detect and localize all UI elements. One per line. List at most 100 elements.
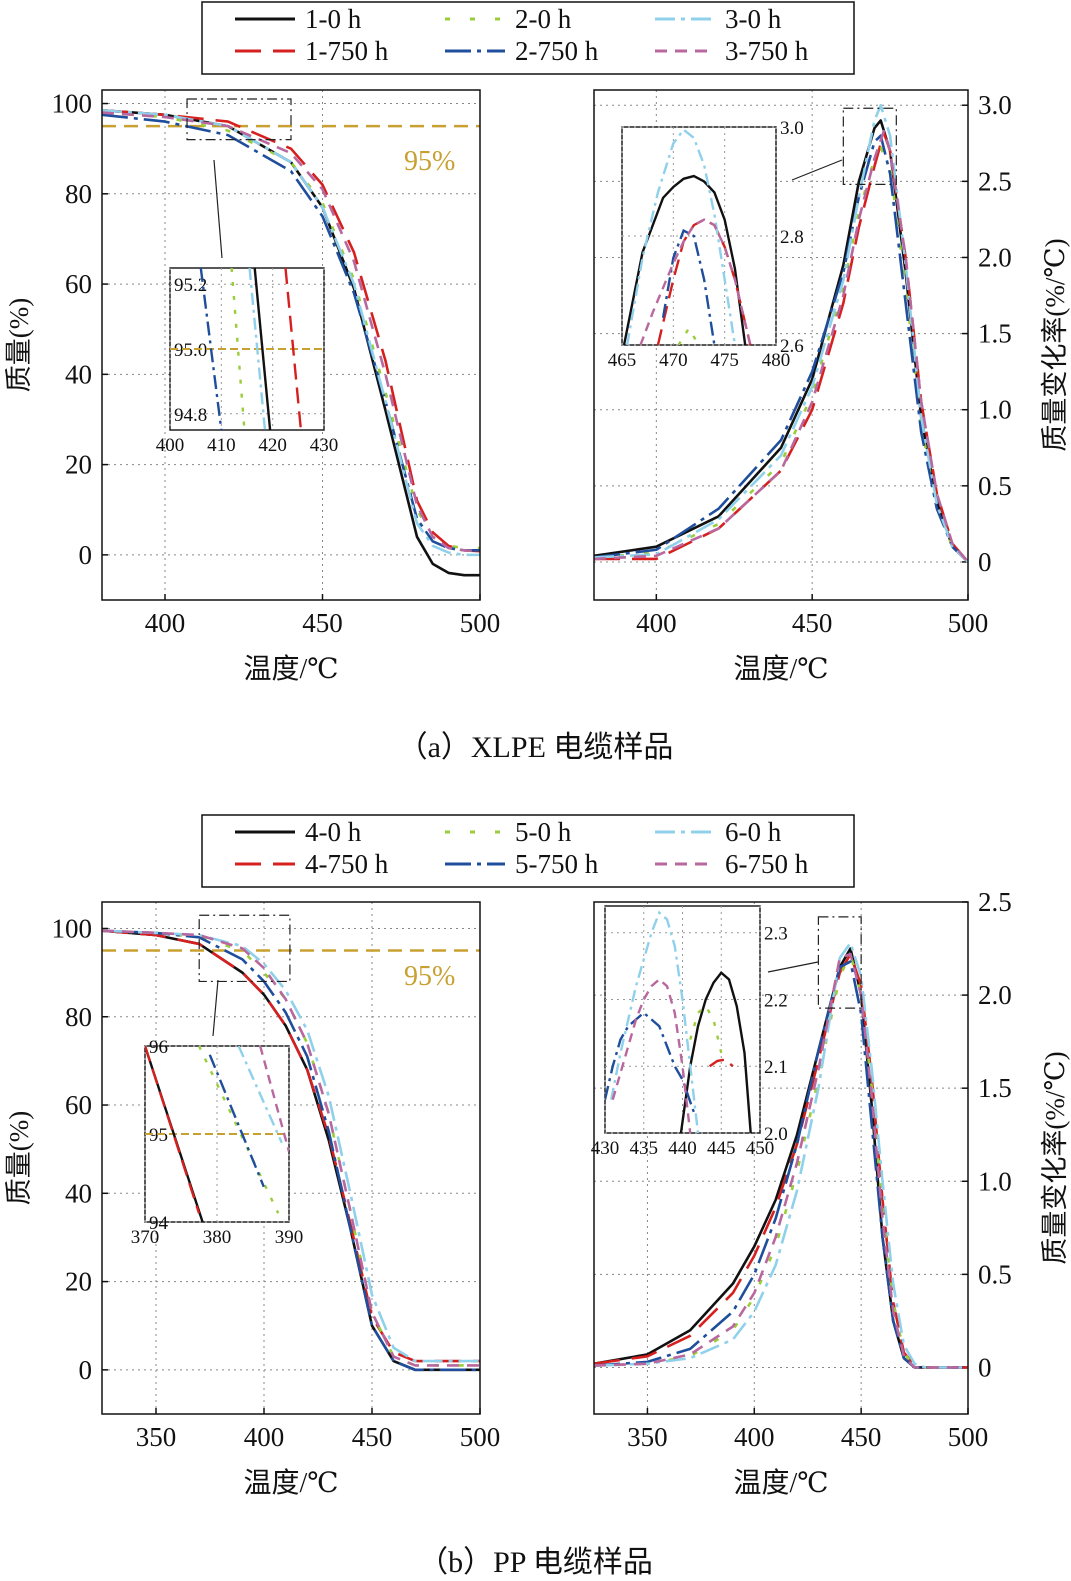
- ytick-label-5: 2.5: [978, 887, 1012, 917]
- xtick-label-450: 450: [841, 1422, 882, 1452]
- inset-xtick-label-440: 440: [668, 1138, 697, 1159]
- panel-b-dtg: 350 400 450 500 0 0.5 1.0 1.5 2.0 2.5 温度/℃ 质量变化率(%/…: [591, 887, 1070, 1499]
- plot-frame: [593, 89, 969, 601]
- inset-series-line-2-750-h: [199, 268, 223, 430]
- ytick-label-4: 2.0: [978, 980, 1012, 1010]
- inset-xtick-label-420: 420: [258, 435, 287, 456]
- legend-b-frame: [201, 814, 855, 888]
- inset-series-line-4-750-h: [145, 1046, 201, 1214]
- caption-b: （b）PP 电缆样品: [418, 1546, 653, 1579]
- zoom-connector: [767, 961, 819, 973]
- legend-label-4-0-h: 4-0 h: [305, 817, 362, 847]
- inset-ytick-label-1: 95.0: [174, 340, 207, 361]
- inset-a-mass: 400 410 420 430 94.8 95.0 95.2: [156, 267, 339, 456]
- ytick-label-1: 0.5: [978, 1259, 1012, 1289]
- plot-frame: [101, 89, 481, 601]
- series-line-3-0-h: [102, 109, 480, 557]
- legend-label-1-750-h: 1-750 h: [305, 36, 389, 66]
- zoom-connector: [213, 159, 223, 259]
- inset-series-line-4-0-h: [679, 971, 752, 1133]
- legend-label-3-0-h: 3-0 h: [725, 4, 782, 34]
- xtick-label-400: 400: [734, 1422, 775, 1452]
- legend-a: 1-0 h1-750 h 2-0 h2-750 h 3-0 h3-750 h: [201, 1, 855, 75]
- xtick-label-500: 500: [948, 1422, 989, 1452]
- ytick-label-2: 1.0: [978, 1166, 1012, 1196]
- inset-xtick-label-450: 450: [746, 1138, 775, 1159]
- inset-series-line-5-750-h: [605, 1011, 696, 1114]
- legend-label-6-0-h: 6-0 h: [725, 817, 782, 847]
- ytick-label-4: 2.0: [978, 242, 1012, 272]
- xtick-label-400: 400: [636, 608, 677, 638]
- ytick-label-1: 20: [65, 450, 92, 480]
- ytick-label-0: 0: [79, 1355, 93, 1385]
- ytick-label-3: 1.5: [978, 319, 1012, 349]
- xtick-label-500: 500: [460, 1422, 501, 1452]
- inset-series-line-1-0-h: [253, 268, 272, 430]
- legend-label-5-0-h: 5-0 h: [515, 817, 572, 847]
- ytick-label-0: 0: [978, 1352, 992, 1382]
- ytick-label-0: 0: [978, 547, 992, 577]
- plot-frame: [593, 901, 969, 1415]
- zoom-region: [842, 107, 897, 185]
- inset-series-line-5-750-h: [208, 1054, 265, 1188]
- ytick-label-2: 40: [65, 1178, 92, 1208]
- y-axis-title: 质量变化率(%/℃): [1040, 238, 1070, 451]
- ytick-label-2: 40: [65, 359, 92, 389]
- zoom-region: [817, 916, 862, 1009]
- series-line-6-750-h: [594, 952, 968, 1369]
- x-axis-title: 温度/℃: [733, 1467, 828, 1499]
- inset-ytick-label-1: 2.1: [764, 1057, 788, 1078]
- inset-ytick-label-0: 94.8: [174, 405, 207, 426]
- zoom-connector: [791, 159, 843, 181]
- x-axis-title: 温度/℃: [733, 653, 828, 685]
- inset-ytick-label-1: 2.8: [780, 227, 804, 248]
- xtick-label-450: 450: [352, 1422, 393, 1452]
- reference-label: 95%: [404, 961, 455, 992]
- y-axis-title: 质量变化率(%/℃): [1040, 1051, 1070, 1264]
- series-line-1-750-h: [102, 109, 480, 553]
- inset-series-line-5-0-h: [197, 1046, 280, 1214]
- inset-xtick-label-410: 410: [207, 435, 236, 456]
- ytick-label-4: 80: [65, 179, 92, 209]
- inset-xtick-label-400: 400: [156, 435, 185, 456]
- inset-series-line-1-0-h: [622, 174, 747, 345]
- inset-b-mass: 370 380 390 94 95 96: [131, 1037, 304, 1248]
- inset-series-line-3-750-h: [639, 218, 752, 345]
- xtick-label-400: 400: [244, 1422, 285, 1452]
- ytick-label-5: 2.5: [978, 166, 1012, 196]
- series-line-5-750-h: [102, 929, 480, 1372]
- inset-xtick-label-370: 370: [131, 1227, 160, 1248]
- inset-ytick-label-0: 2.6: [780, 336, 804, 357]
- legend-a-frame: [201, 1, 855, 75]
- inset-xtick-label-430: 430: [310, 435, 339, 456]
- ytick-label-3: 60: [65, 1090, 92, 1120]
- x-axis-title: 温度/℃: [243, 653, 338, 685]
- y-axis-title: 质量(%): [4, 298, 34, 392]
- ytick-label-4: 80: [65, 1002, 92, 1032]
- inset-xtick-label-465: 465: [608, 350, 637, 371]
- xtick-label-450: 450: [792, 608, 833, 638]
- inset-series-line-1-750-h: [284, 268, 303, 430]
- xtick-label-500: 500: [460, 608, 501, 638]
- series-line-5-750-h: [594, 960, 968, 1369]
- ytick-label-5: 100: [52, 89, 93, 119]
- ytick-label-6: 3.0: [978, 90, 1012, 120]
- xtick-label-500: 500: [948, 608, 989, 638]
- legend-label-1-0-h: 1-0 h: [305, 4, 362, 34]
- inset-ytick-label-3: 2.3: [764, 924, 788, 945]
- xtick-label-350: 350: [136, 1422, 177, 1452]
- series-line-3-0-h: [594, 103, 968, 563]
- inset-ytick-label-2: 96: [149, 1037, 168, 1058]
- ytick-label-0: 0: [79, 540, 93, 570]
- xtick-label-450: 450: [302, 608, 343, 638]
- series-line-1-0-h: [594, 119, 968, 563]
- ytick-label-3: 60: [65, 269, 92, 299]
- ytick-label-2: 1.0: [978, 395, 1012, 425]
- series-line-6-750-h: [102, 929, 480, 1367]
- inset-series-line-4-750-h: [708, 1058, 734, 1068]
